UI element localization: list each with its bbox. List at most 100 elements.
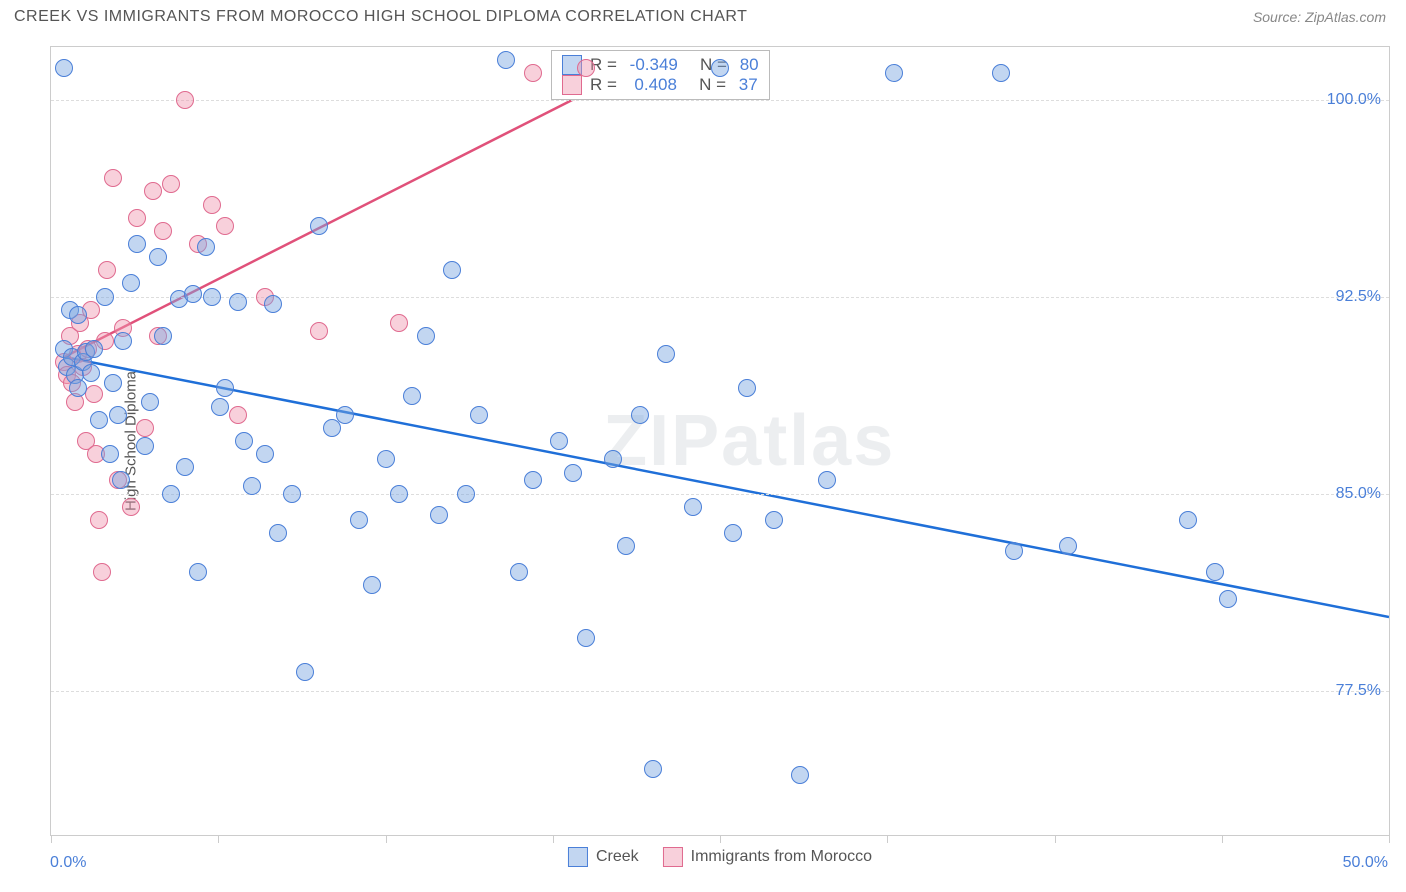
swatch-icon [663,847,683,867]
data-point [644,760,662,778]
data-point [269,524,287,542]
data-point [104,169,122,187]
chart-plot-area: High School Diploma ZIPatlas R = -0.349 … [50,46,1390,836]
data-point [564,464,582,482]
data-point [154,222,172,240]
chart-title: CREEK VS IMMIGRANTS FROM MOROCCO HIGH SC… [14,8,747,26]
data-point [363,576,381,594]
data-point [390,485,408,503]
data-point [604,450,622,468]
data-point [711,59,729,77]
x-tick [1389,835,1390,843]
data-point [1219,590,1237,608]
data-point [85,340,103,358]
data-point [216,217,234,235]
data-point [310,217,328,235]
stat-n-value: 80 [740,55,759,75]
gridline [51,691,1389,692]
stat-r-label: R = [590,75,622,95]
legend-label: Creek [596,848,639,866]
data-point [144,182,162,200]
data-point [310,322,328,340]
legend-item-creek: Creek [568,847,639,867]
data-point [631,406,649,424]
data-point [470,406,488,424]
data-point [264,295,282,313]
data-point [657,345,675,363]
data-point [524,64,542,82]
data-point [162,175,180,193]
data-point [350,511,368,529]
data-point [684,498,702,516]
data-point [992,64,1010,82]
x-tick [218,835,219,843]
y-tick-label: 77.5% [1336,682,1381,700]
data-point [283,485,301,503]
legend-label: Immigrants from Morocco [691,848,872,866]
data-point [430,506,448,524]
data-point [417,327,435,345]
data-point [885,64,903,82]
trend-line [64,357,1389,617]
data-point [818,471,836,489]
data-point [524,471,542,489]
data-point [69,379,87,397]
data-point [176,458,194,476]
data-point [136,419,154,437]
x-tick [720,835,721,843]
x-tick [386,835,387,843]
data-point [229,406,247,424]
data-point [55,59,73,77]
data-point [229,293,247,311]
data-point [738,379,756,397]
data-point [403,387,421,405]
gridline [51,100,1389,101]
stat-r-value: 0.408 [630,75,677,95]
data-point [98,261,116,279]
data-point [82,364,100,382]
x-tick [1222,835,1223,843]
data-point [128,209,146,227]
data-point [617,537,635,555]
legend-item-morocco: Immigrants from Morocco [663,847,872,867]
data-point [243,477,261,495]
data-point [128,235,146,253]
data-point [203,288,221,306]
swatch-icon [562,75,582,95]
data-point [765,511,783,529]
data-point [112,471,130,489]
data-point [323,419,341,437]
swatch-icon [568,847,588,867]
data-point [141,393,159,411]
data-point [377,450,395,468]
data-point [336,406,354,424]
data-point [184,285,202,303]
data-point [457,485,475,503]
data-point [90,411,108,429]
data-point [211,398,229,416]
data-point [101,445,119,463]
data-point [577,629,595,647]
data-point [162,485,180,503]
data-point [122,498,140,516]
data-point [791,766,809,784]
x-axis-min-label: 0.0% [50,854,86,872]
data-point [724,524,742,542]
chart-source: Source: ZipAtlas.com [1253,9,1386,25]
data-point [93,563,111,581]
stat-row-morocco: R = 0.408 N = 37 [562,75,759,95]
x-tick [887,835,888,843]
data-point [577,59,595,77]
x-tick [553,835,554,843]
x-axis-max-label: 50.0% [1343,854,1388,872]
stat-n-value: 37 [739,75,758,95]
data-point [203,196,221,214]
data-point [136,437,154,455]
chart-header: CREEK VS IMMIGRANTS FROM MOROCCO HIGH SC… [0,0,1406,30]
stat-r-value: -0.349 [630,55,678,75]
data-point [296,663,314,681]
data-point [216,379,234,397]
y-tick-label: 85.0% [1336,485,1381,503]
data-point [443,261,461,279]
data-point [104,374,122,392]
